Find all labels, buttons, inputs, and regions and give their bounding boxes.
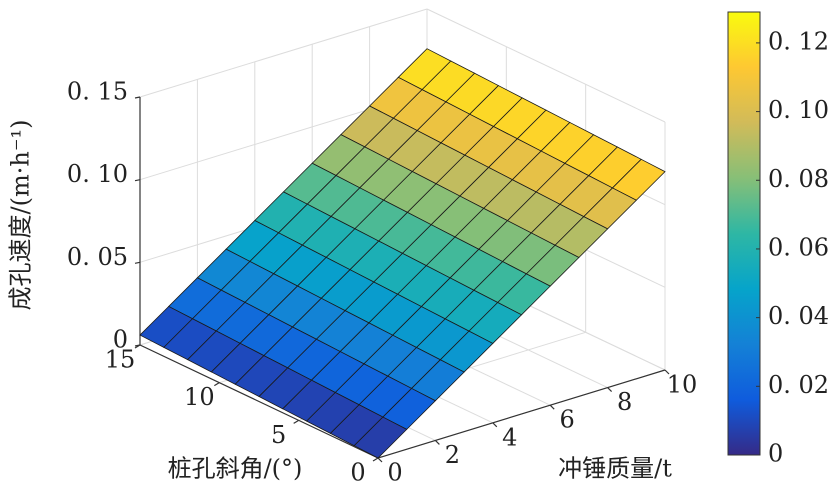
colorbar-tick-label: 0. 04 bbox=[768, 302, 829, 330]
x-tick-label: 6 bbox=[560, 406, 575, 434]
x-tick bbox=[664, 369, 670, 375]
z-tick-label: 0. 10 bbox=[67, 160, 128, 188]
surface-patch bbox=[353, 416, 408, 459]
x-tick-label: 4 bbox=[502, 423, 517, 451]
x-tick-label: 2 bbox=[445, 441, 460, 469]
colorbar-tick-label: 0 bbox=[768, 440, 783, 468]
y-tick-label: 0 bbox=[350, 459, 365, 487]
x-tick bbox=[549, 404, 555, 410]
y-tick-label: 15 bbox=[105, 346, 136, 374]
z-tick-label: 0. 05 bbox=[67, 243, 128, 271]
z-tick-label: 0. 15 bbox=[67, 78, 128, 106]
y-tick bbox=[293, 419, 299, 424]
x-tick bbox=[607, 387, 613, 393]
wall-grid-line bbox=[426, 8, 666, 123]
colorbar-tick-label: 0. 06 bbox=[768, 233, 829, 261]
y-tick-label: 10 bbox=[184, 383, 215, 411]
z-tick bbox=[134, 96, 141, 99]
z-tick bbox=[134, 261, 141, 264]
y-tick bbox=[214, 382, 220, 387]
z-axis-label: 成孔速度/(m·h⁻¹) bbox=[7, 120, 35, 311]
z-tick-label: 0 bbox=[113, 326, 128, 354]
x-tick-label: 0 bbox=[387, 459, 402, 487]
y-axis-label: 桩孔斜角/(°) bbox=[168, 455, 303, 483]
colorbar-tick-label: 0. 12 bbox=[768, 27, 829, 55]
axis-line bbox=[377, 369, 666, 459]
z-tick bbox=[134, 179, 141, 182]
colorbar-tick-label: 0. 10 bbox=[768, 96, 829, 124]
x-axis-label: 冲锤质量/t bbox=[558, 455, 672, 483]
colorbar-tick-label: 0. 08 bbox=[768, 165, 829, 193]
x-tick bbox=[492, 422, 498, 428]
z-tick bbox=[134, 344, 141, 347]
y-tick bbox=[372, 457, 379, 462]
x-tick bbox=[377, 457, 383, 463]
y-tick-label: 5 bbox=[271, 421, 286, 449]
axis-line bbox=[139, 344, 379, 459]
x-tick-label: 8 bbox=[617, 388, 632, 416]
x-tick bbox=[434, 439, 440, 445]
wall-grid-line bbox=[139, 8, 428, 98]
colorbar-tick-label: 0. 02 bbox=[768, 371, 829, 399]
colorbar bbox=[727, 11, 761, 456]
x-tick-label: 10 bbox=[667, 371, 698, 399]
